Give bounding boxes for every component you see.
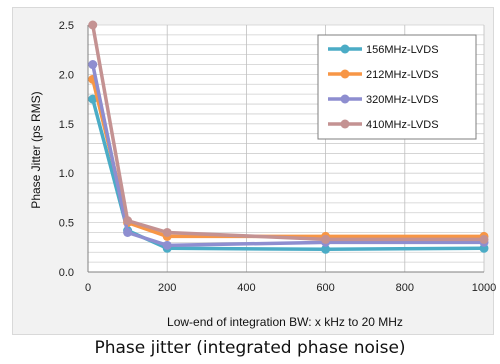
x-axis-title: Low-end of integration BW: x kHz to 20 M… — [167, 315, 403, 329]
data-point — [162, 227, 172, 237]
axes: 0.0 0.5 1.0 1.5 2.0 2.5 0 200 400 600 800 1000 — [59, 20, 497, 294]
x-tick-label: 600 — [316, 282, 334, 294]
x-tick-label: 200 — [158, 282, 176, 294]
data-point — [321, 244, 331, 254]
y-tick-label: 1.0 — [59, 168, 74, 180]
data-point — [88, 20, 98, 30]
legend-label: 212MHz-LVDS — [366, 69, 439, 81]
legend: 156MHz-LVDS 212MHz-LVDS 320MHz-LVDS 410MHz-… — [317, 34, 477, 140]
data-point — [162, 240, 172, 250]
data-point — [88, 60, 98, 70]
x-tick-label: 0 — [85, 282, 91, 294]
legend-swatch-marker — [340, 44, 350, 54]
y-tick-label: 1.5 — [59, 119, 74, 131]
legend-swatch-marker — [340, 69, 350, 79]
x-tick-label: 1000 — [472, 282, 496, 294]
y-tick-label: 2.0 — [59, 69, 74, 81]
data-point — [479, 234, 489, 244]
y-tick-label: 0.5 — [59, 218, 74, 230]
legend-swatch-marker — [340, 119, 350, 129]
x-tick-label: 800 — [396, 282, 414, 294]
y-tick-label: 0.0 — [59, 267, 74, 279]
legend-label: 410MHz-LVDS — [366, 119, 439, 131]
y-tick-label: 2.5 — [59, 20, 74, 32]
legend-swatch-marker — [340, 94, 350, 104]
data-point — [123, 216, 133, 226]
figure-caption: Phase jitter (integrated phase noise) — [94, 338, 406, 358]
x-tick-label: 400 — [237, 282, 255, 294]
data-point — [88, 94, 98, 104]
data-point — [123, 227, 133, 237]
legend-label: 156MHz-LVDS — [366, 44, 439, 56]
legend-label: 320MHz-LVDS — [366, 94, 439, 106]
y-axis-title: Phase Jitter (ps RMS) — [29, 91, 43, 208]
phase-jitter-chart: 0.0 0.5 1.0 1.5 2.0 2.5 0 200 400 600 800 1000 156M… — [29, 20, 497, 329]
series-layer — [88, 20, 489, 254]
data-point — [321, 234, 331, 244]
